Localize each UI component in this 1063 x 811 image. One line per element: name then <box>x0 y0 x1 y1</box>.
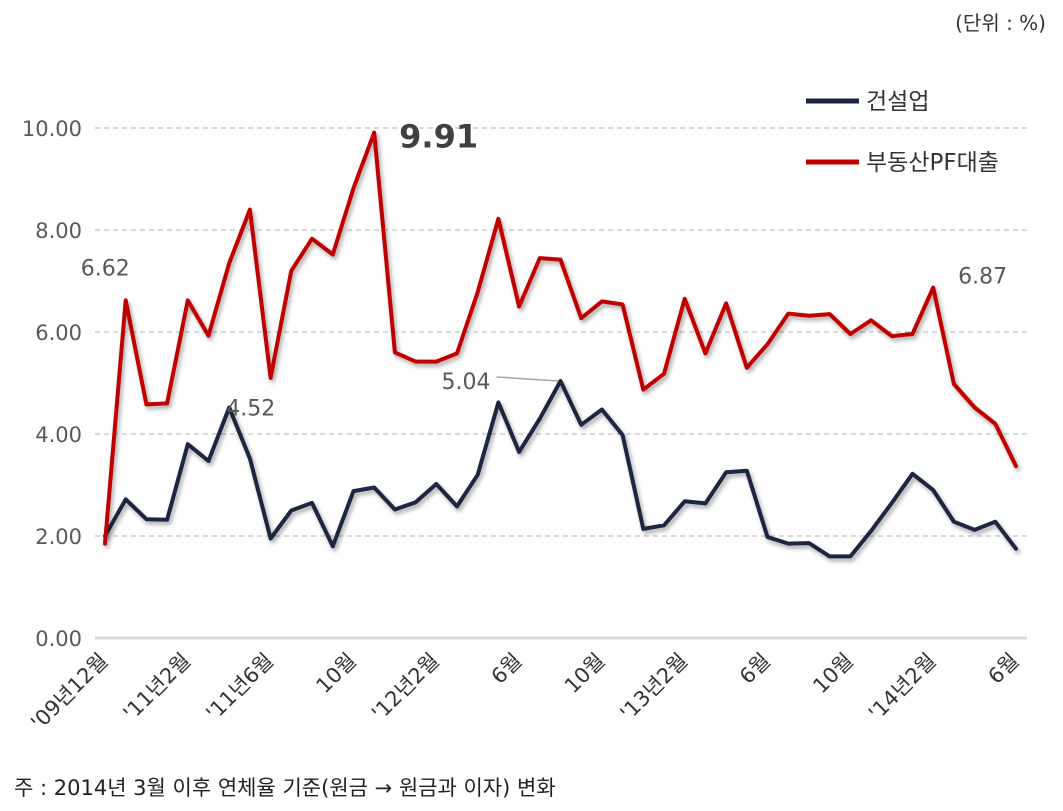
data-label: 6.87 <box>958 265 1007 290</box>
gridlines <box>95 127 1027 640</box>
series-line-pf <box>103 130 1018 546</box>
data-label: 4.52 <box>226 396 275 421</box>
x-tick-label: '11년6월 <box>201 649 278 726</box>
x-axis-ticks: '09년12월 '11년2월 '11년6월 10월 '12년2월 6월 10월 '13년2월 6… <box>26 649 1023 735</box>
unit-label: (단위 : %) <box>955 11 1046 35</box>
series-lines <box>103 130 1018 559</box>
x-tick-label: '09년12월 <box>26 649 112 735</box>
data-label: 6.62 <box>81 256 130 281</box>
x-tick-label: '13년2월 <box>616 649 693 726</box>
series-line-construction <box>103 379 1018 559</box>
legend-label-construction: 건설업 <box>866 89 929 115</box>
x-tick-label: 6월 <box>735 649 775 689</box>
y-tick-label: 8.00 <box>35 219 82 243</box>
x-tick-label: 10월 <box>311 649 361 699</box>
legend: 건설업 부동산PF대출 <box>806 89 999 176</box>
x-tick-label: '12년2월 <box>367 649 444 726</box>
y-tick-label: 4.00 <box>35 423 82 447</box>
y-tick-label: 6.00 <box>35 321 82 345</box>
x-tick-label: 10월 <box>560 649 610 699</box>
data-annotations: 6.62 9.91 6.87 4.52 5.04 <box>81 118 1007 422</box>
data-label: 9.91 <box>399 118 478 156</box>
x-tick-label: 6월 <box>487 649 527 689</box>
y-tick-label: 10.00 <box>22 117 82 141</box>
footnote: 주 : 2014년 3월 이후 연체율 기준(원금 → 원금과 이자) 변화 <box>14 776 556 800</box>
data-label: 5.04 <box>442 370 491 395</box>
x-tick-label: '11년2월 <box>119 649 196 726</box>
x-tick-label: 10월 <box>808 649 858 699</box>
annotation-leader <box>496 376 559 382</box>
x-tick-label: '14년2월 <box>864 649 941 726</box>
y-tick-label: 0.00 <box>35 627 82 651</box>
x-tick-label: 6월 <box>983 649 1023 689</box>
legend-label-pf: 부동산PF대출 <box>866 150 999 176</box>
y-tick-label: 2.00 <box>35 525 82 549</box>
y-axis-ticks: 0.00 2.00 4.00 6.00 8.00 10.00 <box>22 117 82 651</box>
